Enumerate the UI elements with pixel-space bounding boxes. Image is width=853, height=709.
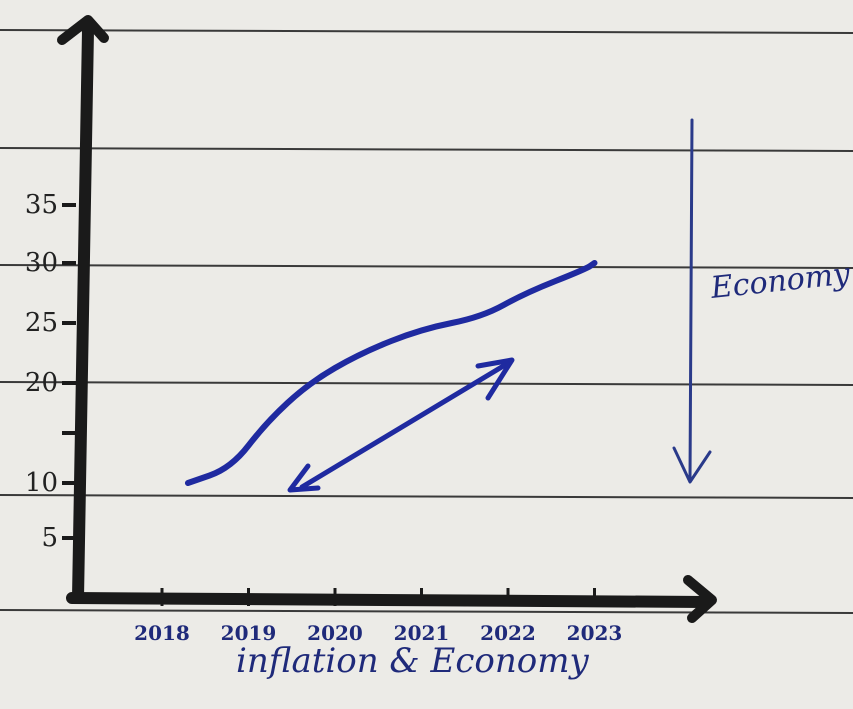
series-line: [184, 260, 598, 486]
y-tick-label: 30: [25, 248, 58, 278]
economy-side-label: Economy: [708, 256, 852, 306]
y-tick-label: 35: [25, 190, 58, 220]
y-tick-label: 10: [25, 468, 58, 498]
x-tick-label: 2022: [480, 621, 536, 645]
ruled-line: [0, 494, 853, 499]
x-tick-label: 2020: [307, 621, 363, 645]
ruled-line: [0, 29, 853, 34]
x-tick-label: 2023: [567, 621, 623, 645]
y-ticks: 5 10 20 25 30 35: [25, 190, 76, 553]
y-tick-label: 5: [41, 523, 58, 553]
double-arrow-icon: [287, 357, 515, 493]
x-tick-label: 2018: [134, 621, 190, 645]
ruled-line: [0, 147, 853, 152]
x-tick-label: 2021: [394, 621, 450, 645]
ruled-line: [0, 264, 853, 269]
x-ticks: 2018 2019 2020 2021 2022 2023: [134, 588, 622, 645]
y-tick-label: 20: [25, 368, 58, 398]
down-arrow-icon: [672, 118, 712, 484]
x-axis-arrow-icon: [683, 575, 717, 623]
y-axis: [57, 15, 109, 604]
x-tick-label: 2019: [221, 621, 277, 645]
y-axis-arrow-icon: [57, 15, 109, 45]
ruled-lines: [0, 29, 853, 614]
ruled-line: [0, 609, 853, 614]
y-tick-label: 25: [25, 308, 58, 338]
x-axis-label: inflation & Economy: [236, 641, 589, 681]
series-points: [188, 263, 595, 483]
x-axis: [66, 575, 717, 623]
ruled-line: [0, 381, 853, 386]
